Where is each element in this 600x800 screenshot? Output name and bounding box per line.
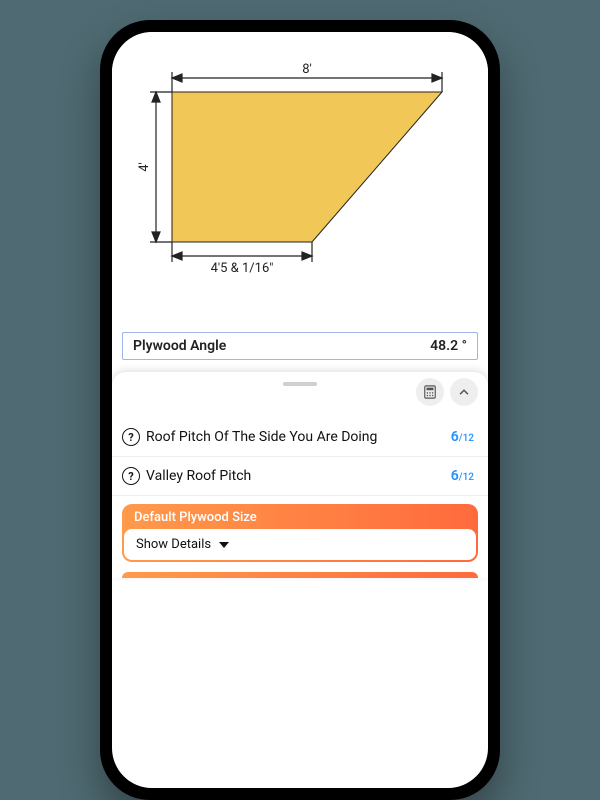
bottom-sheet: ? Roof Pitch Of The Side You Are Doing 6… <box>112 372 488 578</box>
calculator-button[interactable] <box>416 378 444 406</box>
sheet-tools <box>416 378 478 406</box>
chevron-up-icon <box>457 385 471 399</box>
collapse-button[interactable] <box>450 378 478 406</box>
field-label: Roof Pitch Of The Side You Are Doing <box>146 429 445 445</box>
bottom-dimension-label: 4'5 & 1/16" <box>211 261 274 276</box>
drag-handle[interactable] <box>283 382 317 386</box>
plywood-angle-value: 48.2 ° <box>430 338 467 354</box>
field-value: 6/12 <box>451 468 474 484</box>
screen: 8' 4' 4'5 & 1/16" <box>112 32 488 788</box>
top-dimension-label: 8' <box>302 62 312 77</box>
bottom-dimension <box>172 242 312 262</box>
plywood-size-card: Default Plywood Size Show Details <box>122 504 478 562</box>
plywood-angle-label: Plywood Angle <box>133 338 226 354</box>
calculator-icon <box>423 385 437 399</box>
plywood-size-title: Default Plywood Size <box>124 506 476 529</box>
show-details-toggle[interactable]: Show Details <box>124 529 476 560</box>
chevron-down-icon <box>219 542 229 548</box>
diagram-svg: 8' 4' 4'5 & 1/16" <box>112 32 488 332</box>
plywood-angle-row: Plywood Angle 48.2 ° <box>122 332 478 360</box>
field-roof-pitch[interactable]: ? Roof Pitch Of The Side You Are Doing 6… <box>112 418 488 457</box>
field-value: 6/12 <box>451 429 474 445</box>
next-card-peek <box>122 572 478 578</box>
help-icon[interactable]: ? <box>122 467 140 485</box>
diagram-area: 8' 4' 4'5 & 1/16" <box>112 32 488 332</box>
field-valley-pitch[interactable]: ? Valley Roof Pitch 6/12 <box>112 457 488 496</box>
help-icon[interactable]: ? <box>122 428 140 446</box>
left-dimension <box>150 92 172 242</box>
phone-frame: 8' 4' 4'5 & 1/16" <box>100 20 500 800</box>
show-details-label: Show Details <box>136 537 211 552</box>
trapezoid-shape <box>172 92 442 242</box>
field-label: Valley Roof Pitch <box>146 468 445 484</box>
left-dimension-label: 4' <box>137 162 152 172</box>
